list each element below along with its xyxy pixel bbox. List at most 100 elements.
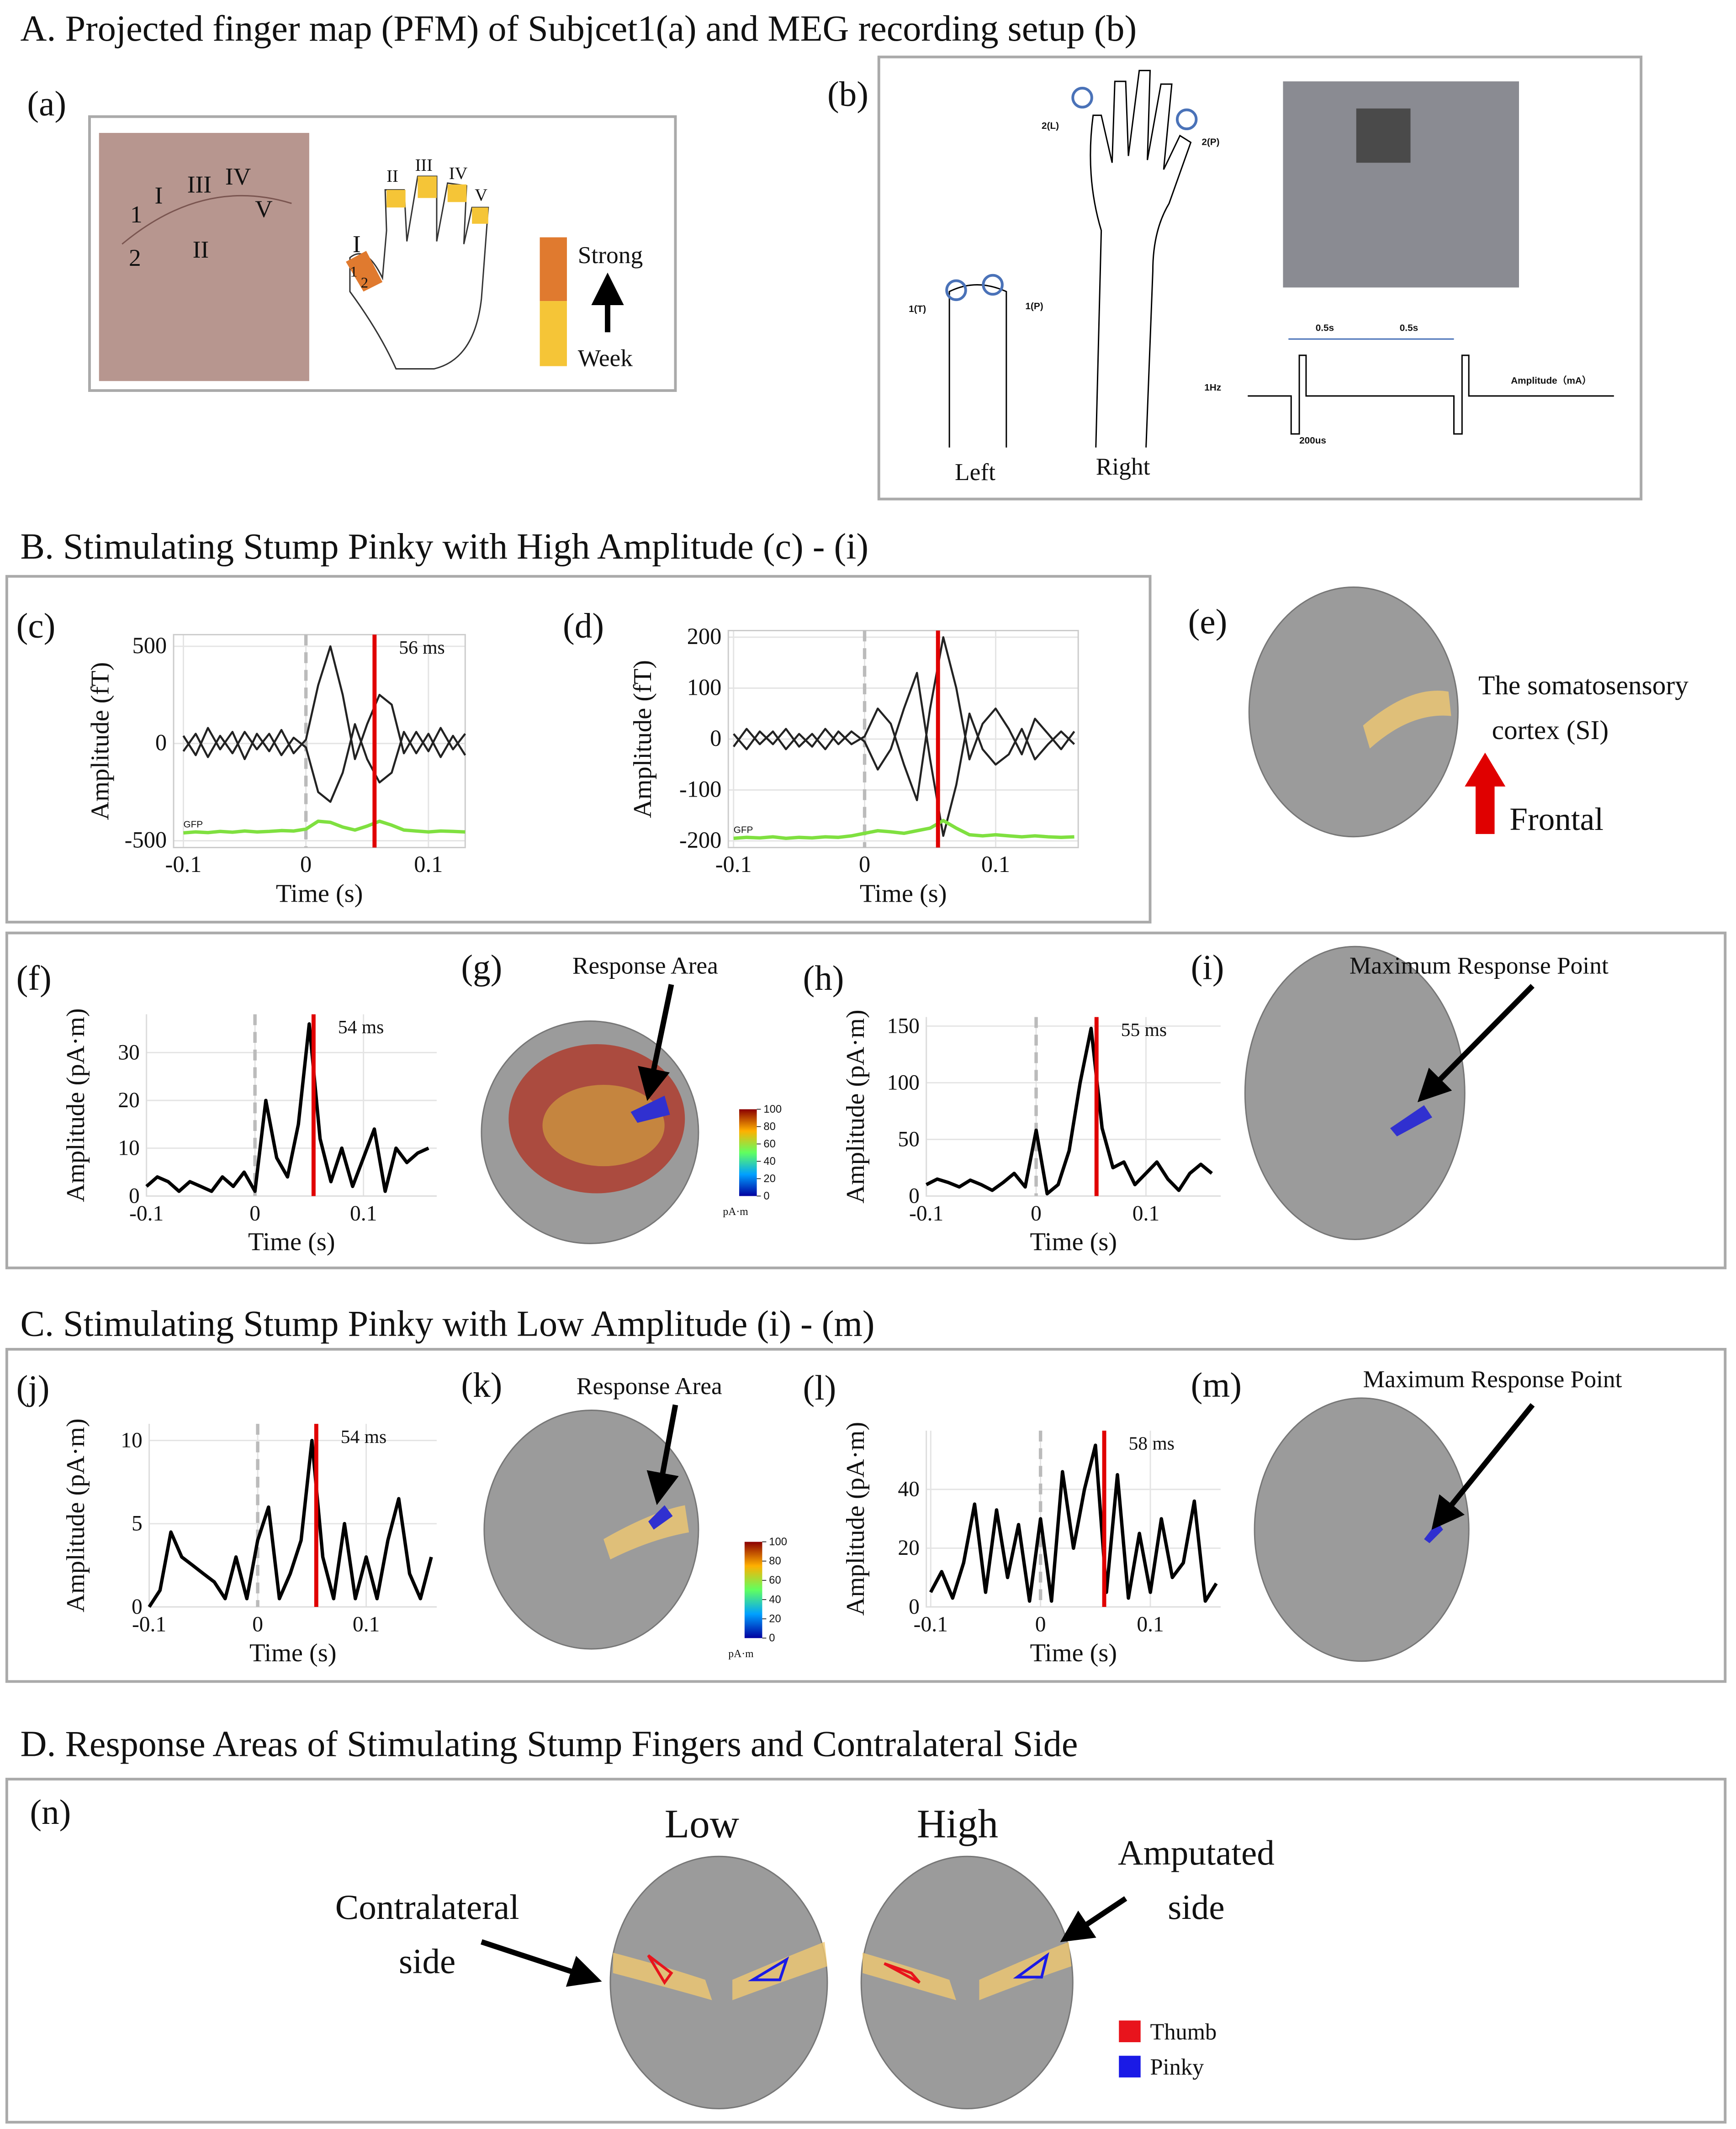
frame	[5, 1778, 1727, 2124]
y-tick-label: 100	[887, 1071, 920, 1094]
y-tick-label: -200	[679, 827, 721, 853]
colorbar-tick-label: 0	[769, 1632, 775, 1644]
annotation: Response Area	[572, 952, 718, 979]
region-overlay	[732, 1942, 827, 2000]
x-tick-label: -0.1	[909, 1202, 943, 1226]
series-line	[925, 1026, 1213, 1196]
y-axis-label: Amplitude (pA·m)	[842, 1009, 870, 1203]
frame	[5, 931, 1727, 1269]
colorbar-tick-label: 40	[769, 1593, 781, 1606]
series-line	[182, 723, 466, 803]
colorbar-unit: pA·m	[728, 1648, 754, 1660]
direction-arrow	[1465, 752, 1506, 834]
y-tick-label: 5	[132, 1512, 143, 1536]
annotation: Maximum Response Point	[1363, 1365, 1622, 1393]
y-tick-label: 0	[132, 1595, 143, 1619]
arrow	[1431, 1403, 1535, 1530]
waveform	[1248, 354, 1614, 435]
photo-mark: V	[255, 195, 273, 222]
panel-label: (n)	[30, 1792, 71, 1832]
photo	[99, 132, 309, 381]
x-tick-label: 0	[252, 1612, 263, 1636]
series-line	[183, 819, 466, 835]
series-line	[733, 671, 1075, 837]
response-outline	[630, 1095, 670, 1123]
panel-label: (m)	[1191, 1365, 1242, 1405]
legend-label: Pinky	[1150, 2054, 1205, 2080]
photo-mark: 1	[130, 201, 143, 228]
legend-label: Week	[578, 344, 633, 372]
x-tick-label: -0.1	[914, 1612, 948, 1636]
region-overlay	[613, 1953, 712, 2000]
y-axis-label: Amplitude (pA·m)	[62, 1008, 90, 1202]
y-tick-label: 20	[118, 1088, 140, 1112]
hand-mark: II	[386, 167, 398, 186]
response-outline	[647, 1954, 673, 1985]
panel-label: (j)	[16, 1368, 50, 1407]
x-axis-label: Time (s)	[1030, 1228, 1117, 1256]
response-outline	[1390, 1105, 1432, 1136]
brain	[483, 1410, 699, 1650]
x-tick-label: 0.1	[1137, 1612, 1164, 1636]
direction-label: Frontal	[1509, 802, 1604, 837]
colorbar-tick-label: 60	[769, 1574, 781, 1586]
y-tick-label: -100	[679, 776, 721, 802]
y-tick-label: 50	[898, 1127, 920, 1151]
x-axis-label: Time (s)	[1030, 1639, 1117, 1667]
panel-label: (l)	[803, 1368, 836, 1407]
y-tick-label: 40	[898, 1478, 920, 1501]
panel-label: (h)	[803, 958, 844, 998]
response-outline	[1013, 1952, 1049, 1979]
limb	[1090, 69, 1192, 448]
x-tick-label: 0	[300, 851, 312, 877]
y-tick-label: 20	[898, 1536, 920, 1560]
legend-swatch	[1119, 2020, 1141, 2042]
annotation: side	[1168, 1887, 1224, 1927]
x-axis-label: Time (s)	[249, 1639, 337, 1667]
x-tick-label: 0	[859, 851, 870, 877]
brain	[1244, 946, 1466, 1240]
y-tick-label: 0	[155, 730, 167, 755]
plot-frame	[727, 630, 1079, 848]
y-axis-label: Amplitude (fT)	[86, 662, 115, 820]
annotation: Amputated	[1118, 1833, 1275, 1872]
photo-mark: I	[154, 181, 163, 209]
hand-mark: 2	[361, 275, 368, 291]
limb-label: Right	[1096, 453, 1150, 480]
marker-label: 54 ms	[338, 1016, 384, 1037]
hand-mark: V	[475, 185, 487, 205]
interval-label: 0.5s	[1400, 322, 1418, 333]
series-line	[148, 1439, 433, 1608]
colorbar-tick-label: 20	[763, 1173, 775, 1185]
limb-label: Left	[955, 458, 995, 486]
colorbar-tick-label: 60	[763, 1138, 775, 1150]
axis	[926, 1431, 1221, 1608]
frame	[88, 115, 677, 392]
annotation: Maximum Response Point	[1350, 952, 1609, 979]
photo-detail	[1356, 108, 1411, 163]
legend-label: Strong	[578, 241, 643, 269]
panel-label: (i)	[1191, 947, 1224, 987]
series-line	[733, 819, 1074, 840]
y-axis-label: Amplitude (fT)	[629, 660, 657, 818]
photo-mark: 2	[129, 244, 141, 271]
region-overlay	[1363, 690, 1451, 749]
colorbar-tick-label: 80	[763, 1120, 775, 1133]
x-tick-label: 0	[1031, 1202, 1042, 1226]
panel-label: (f)	[16, 958, 52, 998]
colorbar	[739, 1109, 757, 1196]
hand-mark: I	[353, 230, 361, 258]
x-axis-label: Time (s)	[276, 879, 363, 908]
photo-mark: III	[187, 171, 212, 198]
response-outline	[884, 1962, 921, 1984]
colorbar-tick-label: 0	[763, 1190, 769, 1202]
section-title: D. Response Areas of Stimulating Stump F…	[21, 1724, 1078, 1764]
brain	[860, 1855, 1074, 2109]
series-label: GFP	[734, 825, 753, 835]
colorbar-tick-label: 80	[769, 1555, 781, 1567]
x-tick-label: 0.1	[981, 851, 1010, 877]
y-tick-label: 0	[129, 1184, 140, 1208]
y-axis-label: Amplitude (pA·m)	[842, 1422, 870, 1616]
column-label: High	[917, 1802, 998, 1847]
